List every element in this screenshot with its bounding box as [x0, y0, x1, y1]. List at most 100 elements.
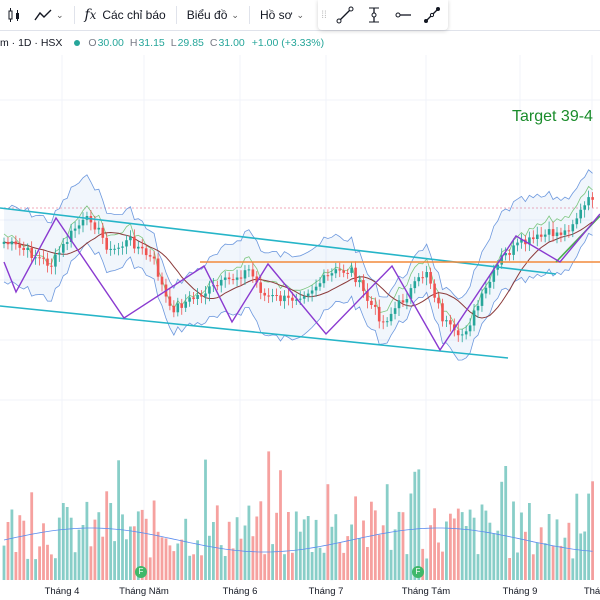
- chart-menu-label: Biểu đồ: [186, 8, 228, 22]
- volume-bar: [160, 537, 164, 580]
- candle-body: [219, 279, 223, 286]
- candle-body: [105, 237, 108, 250]
- volume-bar: [318, 547, 322, 580]
- volume-bar: [283, 554, 286, 580]
- toolbar-divider: [175, 6, 177, 24]
- candle-body: [298, 298, 302, 300]
- candle-body: [409, 288, 413, 299]
- line-style-icon[interactable]: ⌄: [28, 0, 70, 30]
- volume-bar: [105, 491, 109, 580]
- volume-bar: [389, 549, 393, 580]
- volume-bar: [223, 556, 227, 580]
- volume-bar: [129, 526, 132, 580]
- volume-bar: [298, 531, 302, 580]
- volume-bar: [69, 517, 73, 580]
- volume-bar: [302, 519, 306, 580]
- chart-menu-button[interactable]: Biểu đồ ⌄: [181, 0, 245, 30]
- volume-bar: [73, 552, 77, 580]
- volume-bar: [10, 509, 14, 580]
- volume-bar: [235, 517, 239, 580]
- candle-body: [370, 300, 373, 305]
- volume-bar: [294, 511, 298, 580]
- candle-body: [532, 237, 535, 240]
- candle-body: [425, 272, 428, 278]
- candle-body: [512, 245, 515, 255]
- candle-body: [429, 272, 432, 284]
- candle-body: [472, 310, 476, 326]
- event-marker-icon[interactable]: F: [135, 566, 147, 578]
- horizontal-ray-icon[interactable]: [388, 0, 417, 30]
- status-dot: [74, 40, 81, 46]
- candle-body: [484, 287, 488, 294]
- volume-bar: [445, 521, 448, 580]
- candle-body: [381, 321, 385, 323]
- volume-bar: [579, 533, 583, 580]
- volume-bar: [354, 496, 357, 580]
- candle-body: [449, 320, 452, 325]
- candle-body: [223, 277, 227, 280]
- candle-body: [46, 258, 49, 266]
- volume-bar: [121, 514, 124, 580]
- candle-body: [374, 304, 377, 307]
- volume-bar: [117, 460, 120, 580]
- candle-body: [263, 292, 266, 296]
- x-axis-label: Tháng 7: [308, 586, 344, 597]
- event-marker-icon[interactable]: F: [412, 566, 424, 578]
- volume-bar: [132, 526, 136, 580]
- fx-icon: fx: [84, 7, 97, 23]
- candle-body: [22, 247, 25, 250]
- candle-body: [401, 300, 405, 303]
- candle-body: [168, 296, 172, 306]
- candle-body: [397, 300, 401, 309]
- high-key: H: [129, 37, 138, 49]
- symbol-label[interactable]: m · 1D · HSX: [0, 37, 63, 49]
- candles-icon[interactable]: [0, 0, 28, 30]
- volume-bar: [370, 501, 373, 580]
- candle-body: [460, 334, 464, 336]
- volume-bar: [492, 533, 496, 580]
- trend-line-icon[interactable]: [330, 0, 359, 30]
- candle-body: [393, 308, 397, 314]
- candle-body: [144, 248, 148, 256]
- volume-bar: [433, 508, 436, 580]
- volume-bar: [385, 484, 389, 580]
- x-axis-label: Tháng 6: [222, 586, 258, 597]
- volume-bar: [38, 546, 41, 580]
- volume-bar: [397, 511, 401, 580]
- volume-bar: [535, 542, 539, 580]
- candle-body: [251, 269, 255, 277]
- volume-bar: [14, 552, 18, 580]
- volume-bar: [425, 558, 429, 580]
- candle-body: [579, 209, 582, 219]
- candle-body: [137, 246, 140, 249]
- volume-bar: [377, 534, 381, 580]
- profile-menu-button[interactable]: Hồ sơ ⌄: [254, 0, 310, 30]
- candle-body: [275, 295, 278, 296]
- candle-body: [255, 276, 259, 283]
- candle-body: [160, 276, 164, 285]
- x-axis-label: Thá: [583, 586, 600, 597]
- drag-handle-icon[interactable]: ⁞⁞: [321, 9, 327, 21]
- brush-icon[interactable]: [417, 0, 446, 30]
- channel-lower-line: [0, 305, 509, 359]
- candle-body: [283, 295, 286, 302]
- target-annotation[interactable]: Target 39-4: [512, 108, 593, 125]
- volume-bar: [512, 501, 515, 580]
- vertical-line-icon[interactable]: [359, 0, 388, 30]
- volume-bar: [449, 513, 452, 580]
- volume-bar: [2, 545, 6, 580]
- candle-body: [50, 265, 53, 267]
- candle-body: [520, 239, 523, 243]
- candle-body: [563, 230, 567, 235]
- volume-bar: [567, 522, 571, 580]
- volume-bar: [54, 558, 57, 580]
- indicators-button[interactable]: fx Các chỉ báo: [79, 0, 172, 30]
- volume-bar: [148, 557, 152, 580]
- candle-body: [287, 295, 290, 298]
- candle-body: [464, 331, 468, 335]
- volume-bar: [421, 548, 425, 580]
- candle-body: [140, 246, 144, 249]
- candle-body: [508, 253, 511, 255]
- volume-bar: [476, 554, 480, 580]
